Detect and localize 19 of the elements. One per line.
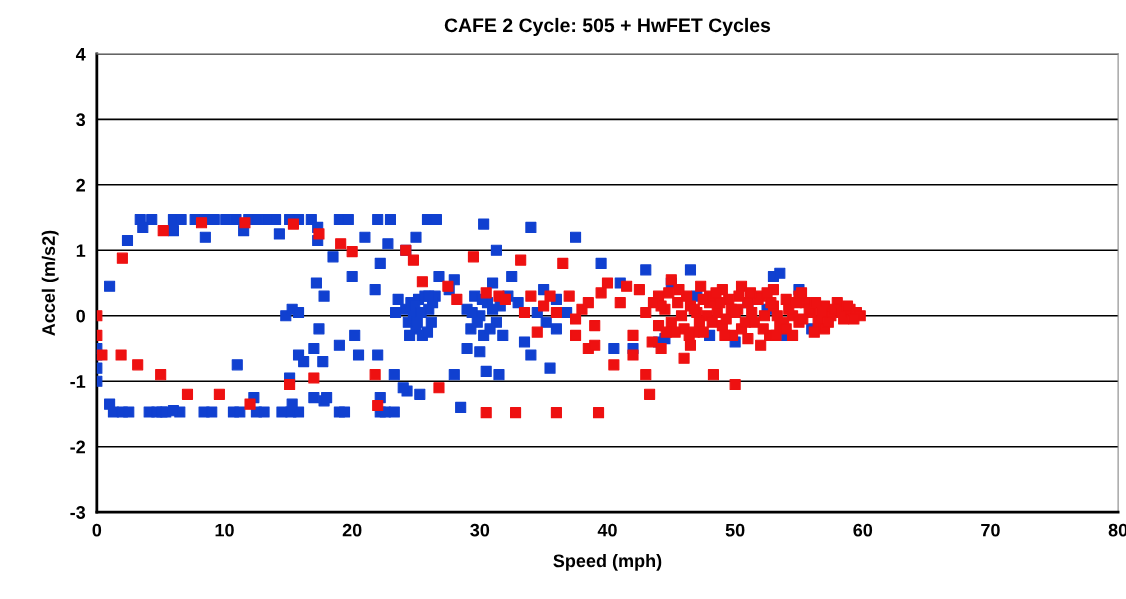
y-tick-label: 0	[76, 309, 85, 323]
y-tick-label: -1	[70, 375, 86, 388]
x-tick-label: 50	[725, 523, 745, 537]
x-tick-label: 40	[597, 523, 617, 537]
x-tick-label: 0	[92, 523, 102, 537]
x-tick-label: 30	[470, 523, 490, 537]
y-tick-label: 2	[76, 178, 85, 192]
y-tick-label: -2	[70, 440, 85, 454]
y-tick-label: 4	[75, 48, 86, 61]
x-tick-label: 70	[981, 523, 1000, 537]
y-tick-label: -3	[70, 506, 86, 519]
chart-title: CAFE 2 Cycle: 505 + HwFET Cycles	[444, 17, 771, 37]
x-tick-label: 60	[853, 523, 873, 537]
y-axis-title: Accel (m/s2)	[41, 230, 59, 336]
x-tick-label: 10	[215, 523, 234, 537]
y-tick-label: 3	[76, 113, 86, 127]
y-tick-label: 1	[76, 244, 86, 257]
x-tick-label: 20	[342, 523, 362, 537]
x-axis-title: Speed (mph)	[553, 553, 662, 571]
